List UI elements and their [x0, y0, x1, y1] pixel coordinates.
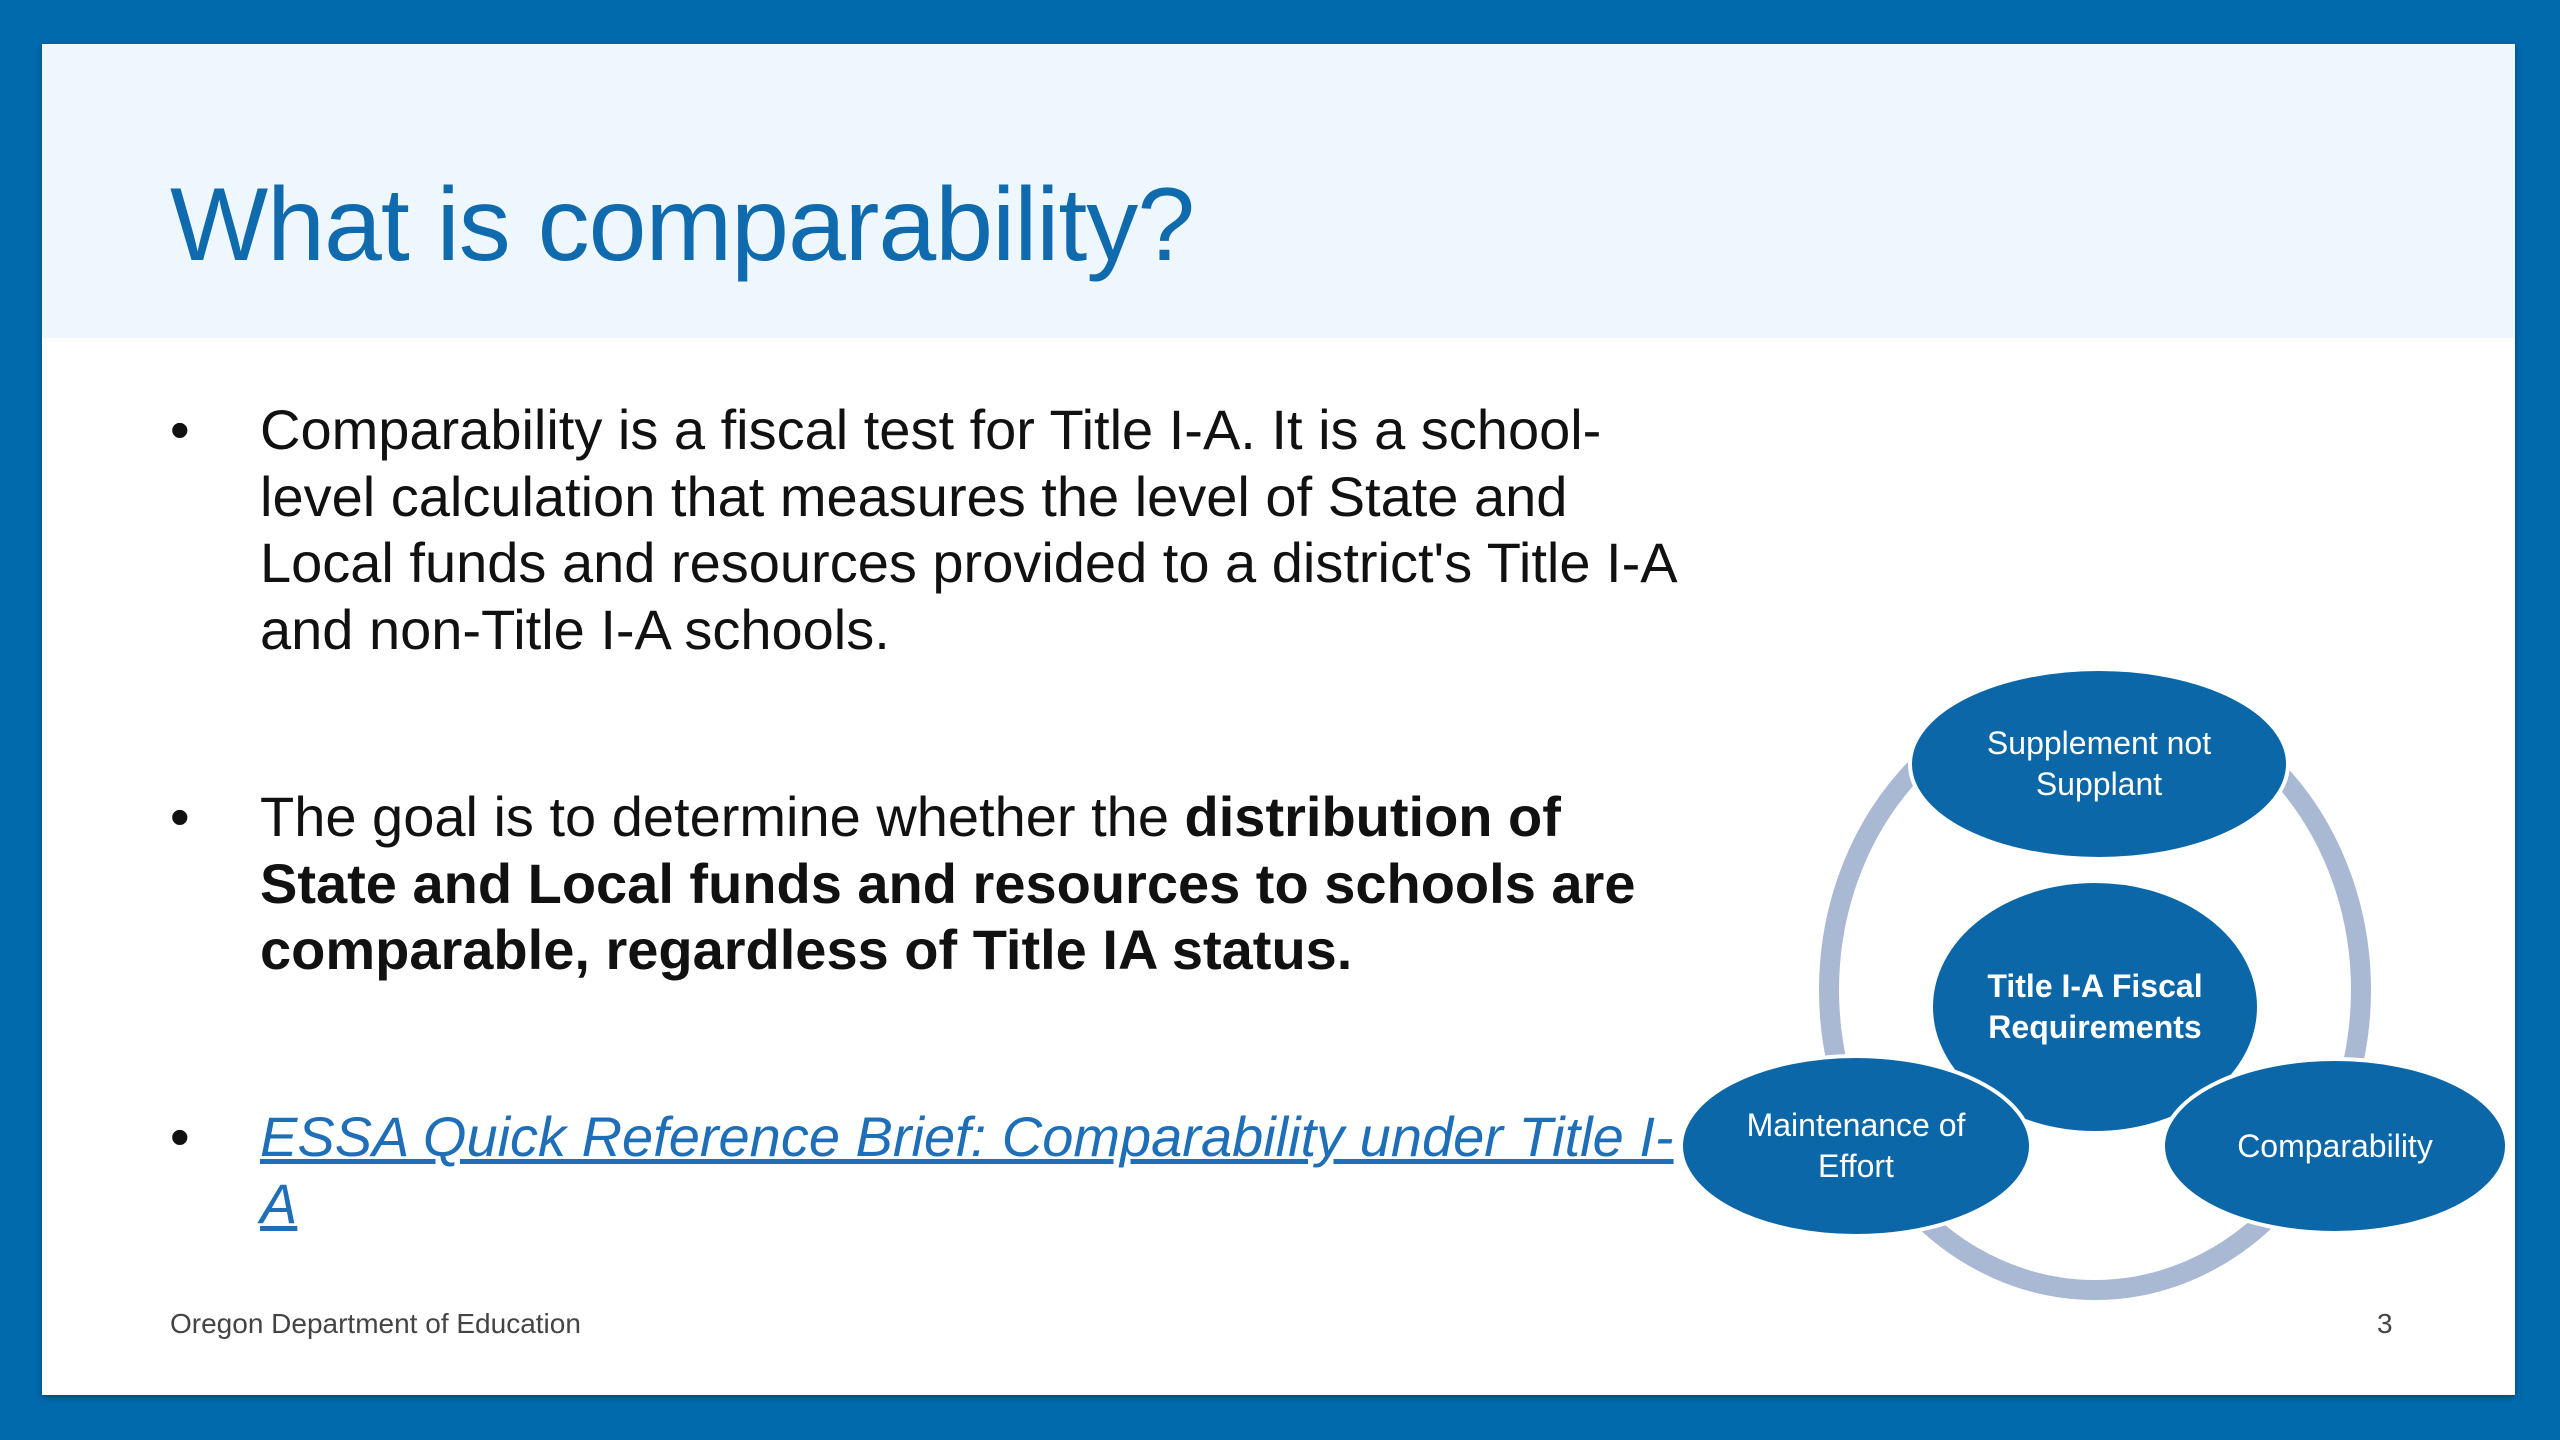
node-right: Comparability	[2161, 1057, 2509, 1235]
node-center: Title I-A Fiscal Requirements	[1929, 879, 2261, 1135]
node-right-line1: Comparability	[2237, 1128, 2433, 1164]
node-top-line1: Supplement not	[1987, 725, 2211, 761]
bullet-text: Comparability is a fiscal test for Title…	[260, 398, 1675, 661]
node-left-line2: Effort	[1818, 1148, 1894, 1184]
node-top: Supplement not Supplant	[1908, 667, 2290, 861]
slide-title: What is comparability?	[170, 167, 1195, 283]
node-center-line1: Title I-A Fiscal	[1987, 968, 2202, 1004]
footer-text: Oregon Department of Education	[170, 1308, 581, 1339]
bullet-dot: •	[170, 398, 190, 461]
bullet-dot: •	[170, 1105, 190, 1168]
bullet-dot: •	[170, 785, 190, 848]
node-left-line1: Maintenance of	[1747, 1107, 1966, 1143]
essa-brief-link[interactable]: ESSA Quick Reference Brief: Comparabilit…	[260, 1105, 1674, 1235]
node-center-line2: Requirements	[1988, 1009, 2201, 1045]
bullet-link: • ESSA Quick Reference Brief: Comparabil…	[170, 1104, 1690, 1237]
bullet-text: The goal is to determine whether the dis…	[260, 784, 1690, 984]
bullet-text-normal: The goal is to determine whether the	[260, 785, 1185, 848]
bullet-goal: • The goal is to determine whether the d…	[170, 784, 1690, 984]
bullet-text-bold: distribution of State and Local funds an…	[260, 785, 1636, 981]
node-left: Maintenance of Effort	[1679, 1054, 2033, 1238]
page-number: 3	[2377, 1308, 2393, 1339]
bullet-definition: • Comparability is a fiscal test for Tit…	[170, 397, 1690, 663]
node-top-line2: Supplant	[2036, 766, 2162, 802]
title-band	[42, 44, 2515, 338]
